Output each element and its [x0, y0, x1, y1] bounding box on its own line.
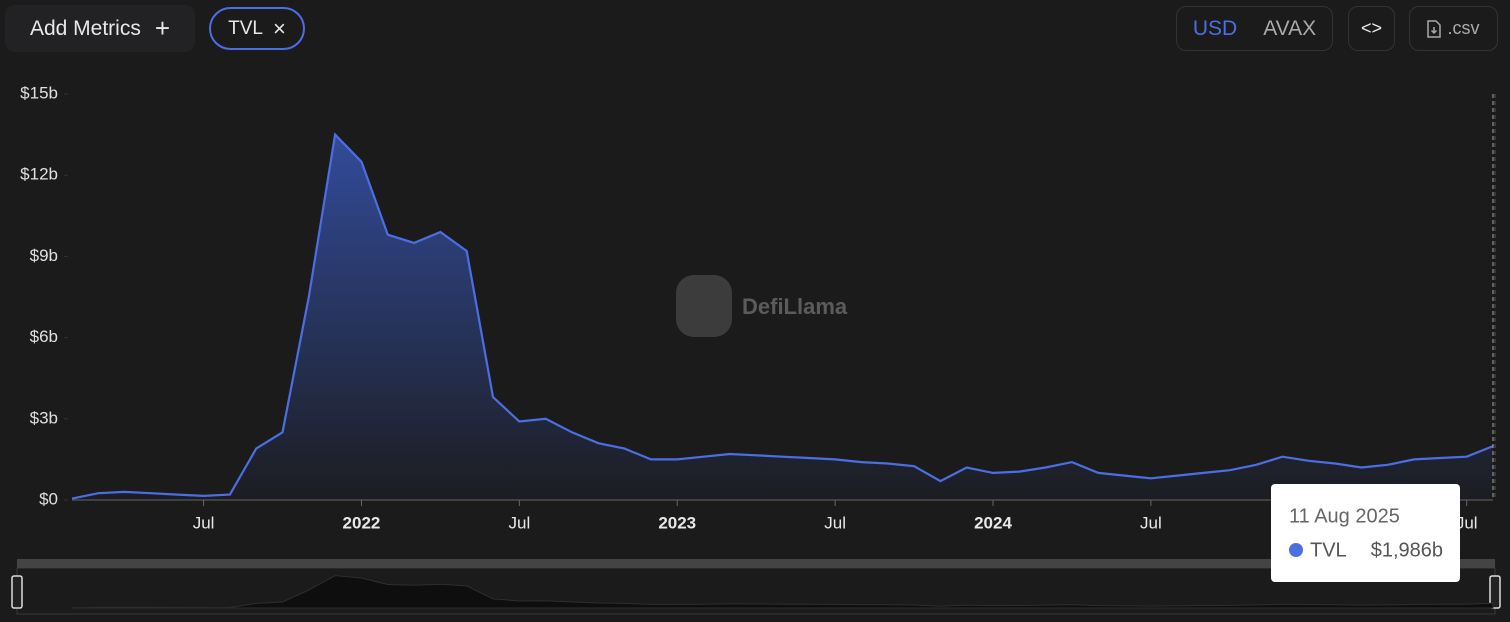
tooltip-dot: [1289, 543, 1303, 557]
x-tick-label: 2022: [343, 513, 381, 532]
label: Add Metrics: [29, 16, 141, 40]
x-tick-label: Jul: [508, 513, 530, 532]
navigator-area: [71, 575, 1494, 609]
watermark-text: DefiLlama: [742, 294, 848, 319]
add-metrics-button[interactable]: Add Metrics +: [5, 5, 195, 52]
x-tick-label: Jul: [1456, 513, 1478, 532]
y-tick-label: $3b: [30, 408, 58, 427]
icon: +: [154, 13, 171, 43]
embed-button[interactable]: <>: [1348, 6, 1395, 51]
currency[interactable]: USD: [1192, 16, 1238, 40]
tooltip-box: [1271, 484, 1460, 582]
navigator-bar: [17, 559, 1495, 568]
line: [71, 132, 1494, 500]
x-tick-label: Jul: [1140, 513, 1162, 532]
x-tick-label: 2024: [974, 513, 1012, 532]
y-tick-label: $0: [39, 489, 58, 508]
y-tick-label: $9b: [30, 246, 58, 265]
label: <>: [1360, 18, 1383, 38]
metric-chip[interactable]: TVL ×: [209, 7, 305, 50]
x-tick-label: 2023: [658, 513, 696, 532]
y-tick-label: $15b: [20, 83, 58, 102]
y-tick-label: $12b: [20, 165, 58, 184]
navigator-handle: [1489, 575, 1501, 609]
tooltip-value: $1,986b: [1371, 539, 1443, 561]
watermark: DefiLlama: [676, 275, 848, 337]
navigator-handle: [11, 575, 23, 609]
tooltip-series: TVL: [1310, 539, 1347, 561]
file-icon: [1427, 19, 1442, 38]
tooltip-date: 11 Aug 2025: [1289, 505, 1400, 527]
x-tick-label: Jul: [193, 513, 215, 532]
csv-button[interactable]: .csv: [1409, 6, 1498, 51]
label: .csv: [1447, 18, 1480, 38]
navigator: [16, 567, 1496, 615]
label: TVL: [228, 17, 263, 39]
currency[interactable]: AVAX: [1263, 16, 1317, 40]
area: [72, 134, 1493, 500]
y-tick-label: $6b: [30, 327, 58, 346]
remove[interactable]: ×: [273, 15, 286, 41]
currency-toggle: USD AVAX: [1176, 6, 1333, 51]
x-tick-label: Jul: [824, 513, 846, 532]
